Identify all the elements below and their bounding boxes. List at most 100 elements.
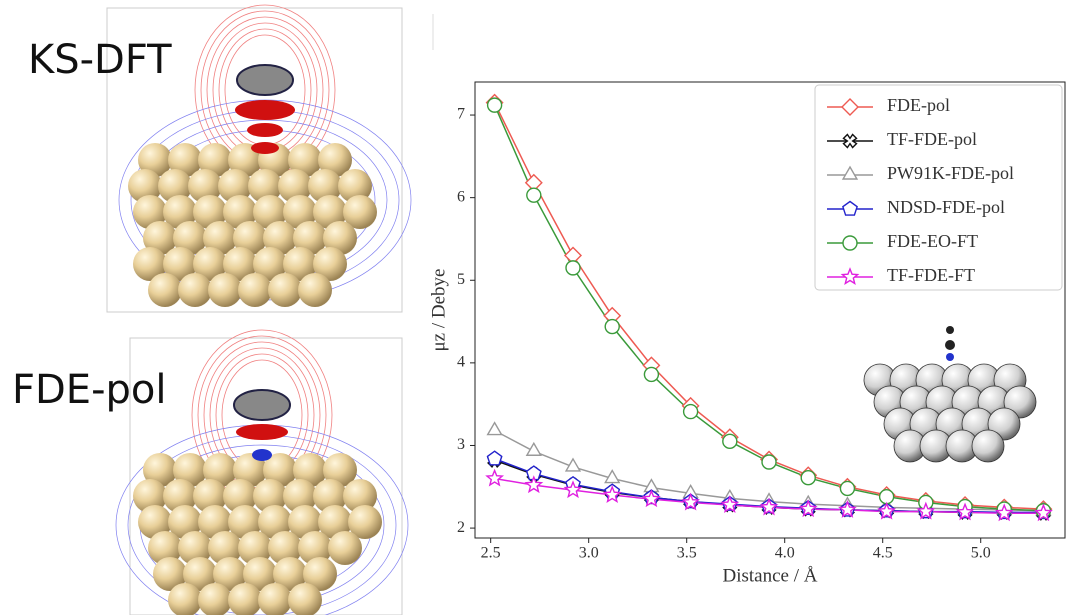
atom <box>183 557 217 591</box>
legend-label: TF-FDE-pol <box>887 129 977 149</box>
x-tick-label: 2.5 <box>481 545 501 562</box>
legend-label: NDSD-FDE-pol <box>887 197 1005 217</box>
atom <box>258 583 292 615</box>
atom <box>138 143 172 177</box>
atom <box>945 340 955 350</box>
atom <box>193 195 227 229</box>
legend-label: FDE-pol <box>887 95 950 115</box>
atom <box>143 453 177 487</box>
marker <box>994 503 1014 522</box>
atom <box>168 583 202 615</box>
marker <box>916 501 936 520</box>
atom <box>288 143 322 177</box>
x-tick-label: 3.0 <box>579 545 599 562</box>
atom <box>188 169 222 203</box>
marker <box>877 501 897 520</box>
atom <box>248 169 282 203</box>
atom <box>283 195 317 229</box>
atom <box>148 273 182 307</box>
atom <box>238 273 272 307</box>
molecule <box>233 389 291 421</box>
marker <box>838 500 857 518</box>
atom <box>163 247 197 281</box>
marker <box>839 480 856 497</box>
atom <box>253 195 287 229</box>
legend-label: FDE-EO-FT <box>887 231 978 251</box>
atom <box>283 247 317 281</box>
atom <box>198 583 232 615</box>
marker <box>564 457 582 472</box>
atom <box>323 221 357 255</box>
atom <box>283 479 317 513</box>
atom <box>318 143 352 177</box>
marker <box>800 469 816 486</box>
atom <box>143 221 177 255</box>
atom <box>138 505 172 539</box>
atom <box>208 531 242 565</box>
atom <box>323 453 357 487</box>
marker <box>1034 503 1053 522</box>
atom <box>243 557 277 591</box>
inset-image <box>863 326 1037 463</box>
method-label: FDE-pol <box>12 367 167 413</box>
y-axis-label: μz / Debye <box>428 269 449 352</box>
atom <box>278 169 312 203</box>
y-tick-label: 4 <box>457 354 465 371</box>
density <box>247 123 283 137</box>
marker <box>681 492 701 511</box>
y-tick-label: 7 <box>457 106 465 123</box>
marker <box>842 235 858 251</box>
marker <box>840 267 860 286</box>
y-tick-label: 2 <box>457 519 465 536</box>
atom <box>303 557 337 591</box>
plot-frame <box>474 81 1066 539</box>
molecule <box>236 64 294 96</box>
marker <box>602 485 622 504</box>
x-tick-label: 3.5 <box>677 545 697 562</box>
atom <box>193 247 227 281</box>
y-tick-label: 6 <box>457 188 465 205</box>
atom <box>223 195 257 229</box>
atom <box>263 221 297 255</box>
atom <box>238 531 272 565</box>
atom <box>163 479 197 513</box>
atom <box>233 221 267 255</box>
method-label: KS-DFT <box>28 37 172 83</box>
atom <box>173 453 207 487</box>
atom <box>168 505 202 539</box>
atom <box>153 557 187 591</box>
legend-label: TF-FDE-FT <box>887 265 975 285</box>
marker <box>955 502 975 521</box>
atom <box>158 169 192 203</box>
atom <box>178 273 212 307</box>
atom <box>218 169 252 203</box>
atom <box>298 273 332 307</box>
atom <box>308 169 342 203</box>
marker <box>525 441 542 456</box>
atom <box>173 221 207 255</box>
marker <box>486 421 503 436</box>
atom <box>223 479 257 513</box>
x-tick-label: 5.0 <box>971 545 991 562</box>
marker <box>878 488 895 505</box>
density <box>252 449 272 461</box>
atom <box>288 583 322 615</box>
marker <box>798 499 818 518</box>
atom <box>338 169 372 203</box>
atom <box>293 453 327 487</box>
atom <box>198 143 232 177</box>
marker <box>524 475 544 494</box>
density <box>251 142 279 154</box>
atom <box>178 531 212 565</box>
marker <box>485 468 505 487</box>
atom <box>328 531 362 565</box>
atom <box>946 326 954 334</box>
atom <box>343 479 377 513</box>
marker <box>842 133 858 149</box>
x-tick-label: 4.0 <box>775 545 795 562</box>
atom <box>223 247 257 281</box>
atom <box>313 247 347 281</box>
atom <box>343 195 377 229</box>
marker <box>841 165 859 180</box>
